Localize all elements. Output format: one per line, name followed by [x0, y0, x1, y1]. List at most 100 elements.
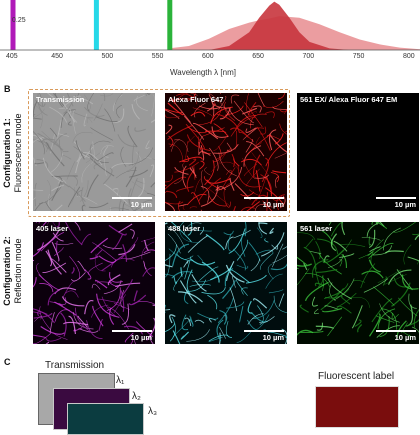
fiber-strand [314, 309, 319, 314]
fiber-strand [334, 241, 347, 251]
fiber-strand [191, 112, 205, 116]
scale-bar: 10 µm [112, 330, 152, 342]
fiber-strand [151, 174, 155, 188]
transmission-panel: Transmission 10 µm [33, 93, 155, 211]
fiber-strand [322, 309, 342, 312]
fiber-strand [146, 141, 150, 149]
fiber-strand [218, 93, 220, 94]
fiber-strand [404, 245, 412, 265]
fiber-strand [153, 305, 155, 306]
fiber-strand [41, 327, 65, 335]
fiber-strand [112, 109, 124, 123]
fiber-strand [342, 222, 349, 235]
fiber-strand [33, 118, 42, 120]
fiber-strand [33, 186, 43, 190]
fiber-strand [272, 241, 287, 263]
fiber-strand [134, 291, 137, 302]
fiber-strand [179, 204, 187, 206]
ex561-em647-panel: 561 EX/ Alexa Fluor 647 EM 10 µm [297, 93, 419, 211]
fiber-strand [198, 255, 203, 261]
fiber-strand [207, 188, 230, 207]
fiber-strand [285, 124, 287, 132]
config1-label: Configuration 1:Fluorescence mode [2, 98, 24, 208]
y-tick-label: 0.25 [12, 17, 26, 24]
fiber-strand [78, 261, 86, 271]
fiber-strand [46, 337, 61, 341]
fiber-strand [184, 261, 189, 268]
fiber-strand [144, 261, 147, 269]
fiber-strand [55, 310, 70, 322]
fiber-strand [89, 203, 108, 208]
fiber-strand [305, 239, 313, 248]
fiber-strand [378, 309, 395, 329]
fiber-strand [97, 294, 120, 318]
fiber-strand [206, 234, 224, 250]
x-tick-label: 600 [202, 53, 214, 60]
fiber-strand [57, 241, 58, 252]
x-tick-label: 500 [102, 53, 114, 60]
fiber-strand [337, 293, 357, 307]
x-tick-label: 650 [252, 53, 264, 60]
fiber-strand [256, 137, 262, 145]
fiber-strand [115, 93, 127, 104]
fiber-strand [67, 161, 75, 179]
fiber-strand [82, 164, 90, 182]
fiber-strand [359, 251, 373, 259]
lambda-3: λ₃ [148, 406, 157, 417]
fiber-strand [35, 163, 45, 164]
fiber-strand [37, 160, 48, 170]
fiber-strand [103, 245, 122, 248]
fiber-strand [316, 241, 321, 259]
fiber-strand [280, 124, 287, 139]
fiber-strand [138, 178, 144, 197]
fiber-strand [100, 93, 114, 96]
x-tick-label: 800 [403, 53, 415, 60]
laser-488-panel: 488 laser 10 µm [165, 222, 287, 344]
fiber-strand [69, 256, 79, 279]
fiber-strand [297, 233, 315, 240]
fiber-strand [257, 228, 262, 238]
fiber-strand [358, 325, 362, 333]
fiber-strand [364, 279, 388, 293]
fiber-strand [62, 156, 71, 160]
fiber-strand [393, 222, 418, 232]
fiber-strand [284, 102, 287, 114]
panel-title: 488 laser [168, 224, 200, 233]
fiber-strand [274, 296, 287, 313]
fiber-strand [195, 320, 204, 323]
fiber-strand [266, 274, 283, 289]
laser-line-405 [11, 0, 16, 50]
x-axis-label: Wavelength λ [nm] [170, 68, 236, 77]
fiber-strand [237, 265, 248, 268]
fiber-strand [87, 118, 92, 123]
fiber-strand [259, 223, 267, 224]
fiber-strand [415, 235, 419, 240]
fiber-strand [224, 182, 233, 204]
fiber-strand [265, 239, 269, 243]
fiber-strand [187, 270, 192, 295]
fiber-strand [111, 259, 134, 268]
fiber-strand [55, 243, 73, 244]
fiber-strand [33, 334, 46, 338]
fiber-strand [111, 163, 135, 169]
fiber-strand [417, 253, 419, 264]
fiber-strand [52, 242, 59, 261]
lambda-2: λ₂ [132, 391, 141, 402]
fiber-strand [112, 234, 122, 249]
alexa-fluor-panel: Alexa Fluor 647 10 µm [165, 93, 287, 211]
panel-title: Transmission [36, 95, 84, 104]
fiber-strand [251, 259, 260, 271]
fiber-strand [249, 242, 261, 261]
fiber-strand [36, 263, 44, 279]
panel-title: 405 laser [36, 224, 68, 233]
fiber-strand [130, 230, 134, 239]
fiber-strand [110, 308, 114, 324]
fiber-strand [300, 305, 308, 312]
fiber-strand [99, 256, 117, 263]
fiber-strand [128, 126, 137, 147]
fiber-strand [240, 132, 254, 141]
fiber-strand [370, 247, 381, 252]
laser-line-561 [167, 0, 172, 50]
fiber-strand [240, 306, 243, 322]
